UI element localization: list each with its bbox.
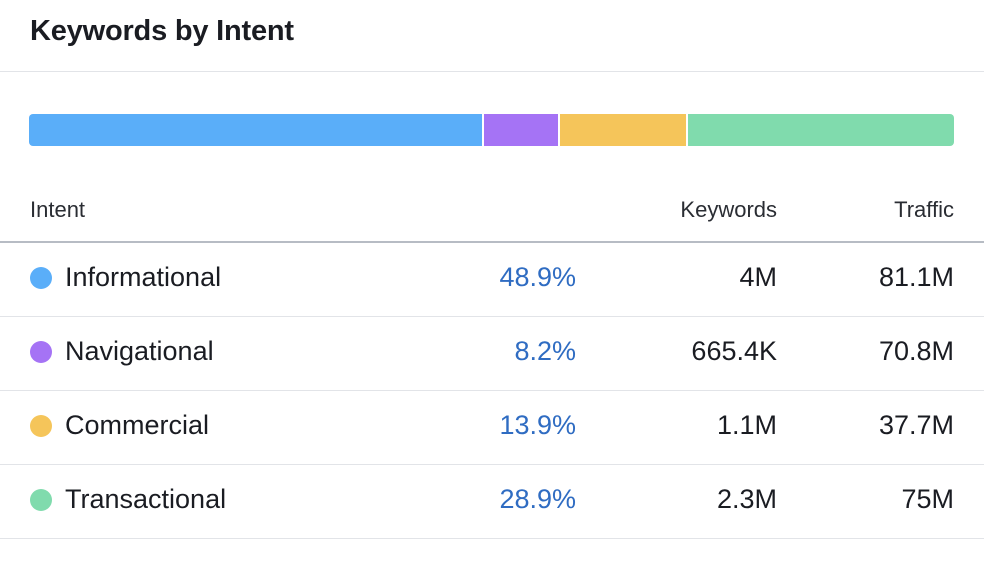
intent-label: Navigational — [65, 336, 214, 366]
table-header: Intent Keywords Traffic — [0, 182, 984, 243]
intent-percent-link[interactable]: 48.9% — [499, 262, 576, 292]
intent-label: Informational — [65, 262, 222, 292]
column-header-traffic[interactable]: Traffic — [894, 197, 954, 222]
keywords-value: 2.3M — [716, 484, 777, 514]
intent-percent-link[interactable]: 8.2% — [514, 336, 576, 366]
bar-segment-informational[interactable] — [29, 114, 482, 146]
table-row-commercial: Commercial 13.9% 1.1M 37.7M — [0, 391, 984, 465]
column-header-intent: Intent — [30, 197, 86, 222]
table-row-navigational: Navigational 8.2% 665.4K 70.8M — [0, 317, 984, 391]
intent-color-dot — [30, 415, 52, 437]
keywords-value: 4M — [739, 262, 777, 292]
bar-segment-commercial[interactable] — [557, 114, 687, 146]
widget-title: Keywords by Intent — [30, 15, 294, 47]
table-row-informational: Informational 48.9% 4M 81.1M — [0, 243, 984, 317]
keywords-value: 665.4K — [691, 336, 777, 366]
intent-distribution-bar — [29, 114, 954, 146]
traffic-value: 37.7M — [878, 410, 954, 440]
bar-segment-navigational[interactable] — [481, 114, 558, 146]
intent-label: Commercial — [65, 410, 210, 440]
column-header-keywords[interactable]: Keywords — [680, 197, 777, 222]
traffic-value: 70.8M — [878, 336, 954, 366]
widget-header: Keywords by Intent — [0, 0, 984, 72]
intent-label: Transactional — [65, 484, 227, 514]
table-row-transactional: Transactional 28.9% 2.3M 75M — [0, 465, 984, 539]
intent-color-dot — [30, 267, 52, 289]
traffic-value: 81.1M — [878, 262, 954, 292]
traffic-value: 75M — [901, 484, 954, 514]
intent-color-dot — [30, 341, 52, 363]
bar-segment-transactional[interactable] — [686, 114, 954, 146]
intent-color-dot — [30, 489, 52, 511]
intent-percent-link[interactable]: 13.9% — [499, 410, 576, 440]
keywords-value: 1.1M — [716, 410, 777, 440]
intent-percent-link[interactable]: 28.9% — [499, 484, 576, 514]
